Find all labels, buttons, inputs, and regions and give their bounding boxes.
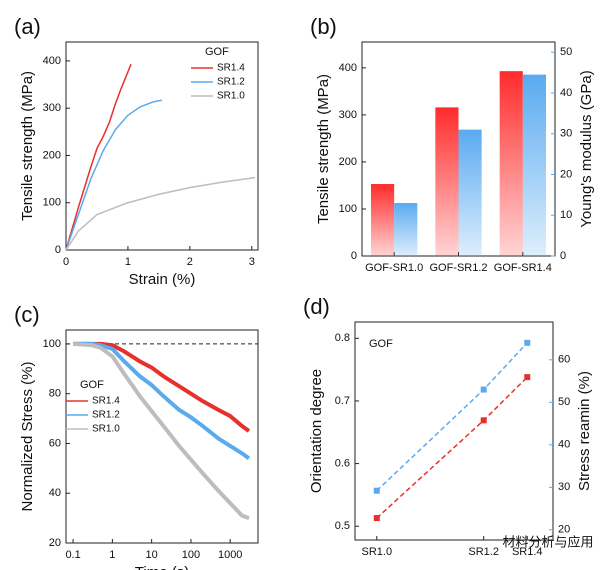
bar <box>371 184 395 256</box>
y-tick-label: 0.8 <box>335 332 350 344</box>
marker <box>373 515 380 522</box>
x-tick-label: 0.1 <box>65 549 80 561</box>
legend-label: SR1.4 <box>217 63 245 74</box>
y2-tick-label: 10 <box>560 209 572 221</box>
y-tick-label: 0.5 <box>335 520 350 532</box>
y2-tick-label: 30 <box>560 128 572 140</box>
series-line <box>72 341 250 520</box>
y-tick-label: 60 <box>49 437 61 449</box>
plot-frame <box>65 329 259 544</box>
y-tick-label: 300 <box>43 102 61 114</box>
y2-tick-label: 20 <box>558 524 570 536</box>
y-tick-label: 40 <box>49 487 61 499</box>
x-tick-label: 3 <box>249 256 255 268</box>
marker <box>524 374 531 381</box>
y2-tick-label: 0 <box>560 250 566 262</box>
x-tick-label: 1000 <box>218 549 242 561</box>
x-tick-label: 0 <box>63 256 69 268</box>
y-axis-label: Tensile strength (MPa) <box>315 74 332 224</box>
legend-label: SR1.0 <box>92 424 120 435</box>
y2-tick-label: 50 <box>560 46 572 58</box>
y-tick-label: 200 <box>339 156 357 168</box>
x-axis-label: Time (s) <box>135 564 189 570</box>
y-tick-label: 400 <box>43 55 61 67</box>
bar <box>458 129 482 256</box>
legend-label: SR1.2 <box>217 77 245 88</box>
bar <box>499 71 523 257</box>
series-line <box>376 376 528 519</box>
x-tick-label: 100 <box>182 549 200 561</box>
y-axis-label: Normalized Stress (%) <box>19 361 36 511</box>
bar <box>522 74 546 256</box>
y-tick-label: 0 <box>351 250 357 262</box>
watermark: 材料分析与应用 <box>502 534 593 549</box>
y-tick-label: 200 <box>43 149 61 161</box>
y-axis-label: Tensile strength (MPa) <box>19 71 36 221</box>
annotation: GOF <box>369 338 393 350</box>
panel-label: (b) <box>310 14 337 39</box>
y-axis-label: Orientation degree <box>308 369 325 493</box>
y2-axis-label: Stress reamin (%) <box>576 371 593 491</box>
y-tick-label: 400 <box>339 62 357 74</box>
x-tick-label: SR1.2 <box>468 546 499 558</box>
legend-title: GOF <box>80 379 104 391</box>
plot-frame <box>354 321 554 541</box>
y-tick-label: 0 <box>55 244 61 256</box>
series-line <box>65 176 256 251</box>
plot-frame <box>65 41 259 251</box>
marker <box>524 339 531 346</box>
marker <box>480 386 487 393</box>
y-tick-label: 0.7 <box>335 395 350 407</box>
bar <box>394 203 418 256</box>
panel-label: (c) <box>14 302 40 327</box>
y-tick-label: 100 <box>43 338 61 350</box>
y2-tick-label: 40 <box>560 87 572 99</box>
x-tick-label: GOF-SR1.0 <box>365 262 423 274</box>
x-tick-label: SR1.0 <box>361 546 392 558</box>
series-line <box>73 341 251 461</box>
series-line <box>65 99 163 251</box>
x-tick-label: SR1.4 <box>512 546 543 558</box>
legend-label: SR1.2 <box>92 410 120 421</box>
x-tick-label: 1 <box>109 549 115 561</box>
x-tick-label: 1 <box>125 256 131 268</box>
panel-label: (d) <box>303 294 330 319</box>
bar <box>435 107 459 256</box>
y2-tick-label: 40 <box>558 439 570 451</box>
y2-tick-label: 30 <box>558 481 570 493</box>
series-line <box>65 63 132 251</box>
x-axis-label: Strain (%) <box>129 271 196 288</box>
y2-tick-label: 20 <box>560 168 572 180</box>
panel-label: (a) <box>14 14 41 39</box>
marker <box>480 417 487 424</box>
x-tick-label: GOF-SR1.4 <box>494 262 552 274</box>
y2-axis-label: Young's modulus (GPa) <box>578 70 595 227</box>
x-tick-label: 10 <box>146 549 158 561</box>
x-tick-label: GOF-SR1.2 <box>429 262 487 274</box>
legend-label: SR1.4 <box>92 396 120 407</box>
y-tick-label: 20 <box>49 537 61 549</box>
y2-tick-label: 50 <box>558 396 570 408</box>
marker <box>373 487 380 494</box>
y-tick-label: 0.6 <box>335 457 350 469</box>
y-tick-label: 80 <box>49 388 61 400</box>
legend-title: GOF <box>205 46 229 58</box>
series-line <box>376 342 528 492</box>
x-tick-label: 2 <box>187 256 193 268</box>
y2-tick-label: 60 <box>558 354 570 366</box>
y-tick-label: 100 <box>339 203 357 215</box>
y-tick-label: 100 <box>43 197 61 209</box>
y-tick-label: 300 <box>339 109 357 121</box>
legend-label: SR1.0 <box>217 91 245 102</box>
